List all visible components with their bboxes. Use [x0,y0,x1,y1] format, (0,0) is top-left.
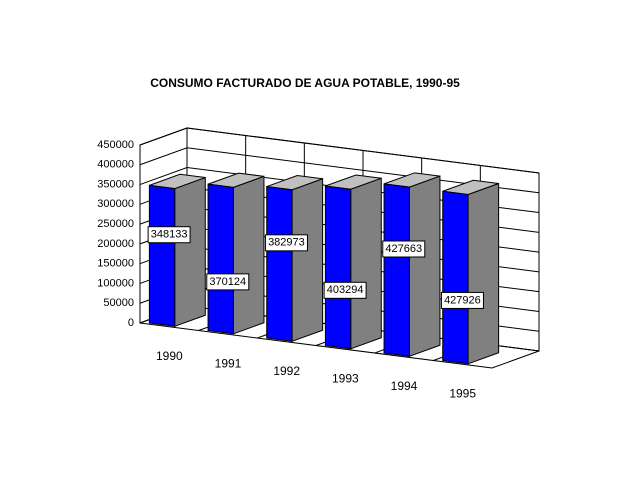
bar-front [442,190,469,365]
x-tick-label: 1990 [156,349,183,363]
chart-title: CONSUMO FACTURADO DE AGUA POTABLE, 1990-… [150,76,460,90]
y-tick-label: 150000 [97,258,134,270]
bar-side [232,175,265,335]
bar-front [207,183,234,335]
x-tick-label: 1993 [332,371,359,385]
x-tick-label: 1991 [215,356,242,370]
y-tick-label: 50000 [103,297,134,309]
bar [207,172,265,335]
data-label: 382973 [268,237,305,249]
y-tick-label: 400000 [97,159,134,171]
data-label: 427926 [444,294,481,306]
data-label-box [323,281,367,299]
y-tick-label: 0 [128,317,134,329]
data-label: 370124 [209,276,246,288]
bar [148,173,206,328]
bar-side [467,182,500,365]
data-label-box [440,291,484,309]
bar-side [408,175,441,358]
x-tick-label: 1992 [273,364,300,378]
x-tick-label: 1995 [449,386,476,400]
bar-side [350,177,382,350]
bar-side [291,178,324,343]
data-label: 427663 [385,243,422,255]
bar [383,172,441,358]
data-label-box [206,273,250,291]
data-label: 348133 [151,229,188,241]
data-label-box [264,234,308,252]
y-tick-label: 100000 [97,277,134,289]
bar [266,175,324,343]
bar-side [174,176,206,328]
data-label: 403294 [327,284,364,296]
bar-front [266,185,293,342]
y-tick-label: 200000 [97,238,134,250]
bar-front [383,183,410,357]
y-tick-label: 250000 [97,218,134,230]
bar [324,174,382,350]
data-label-box [382,240,426,258]
y-tick-label: 450000 [97,139,134,151]
y-tick-label: 350000 [97,178,134,190]
data-label-box [147,226,191,244]
x-tick-label: 1994 [391,379,418,393]
bar-front [148,184,176,327]
y-tick-label: 300000 [97,198,134,210]
bar-front [324,185,352,350]
bar [442,179,500,365]
